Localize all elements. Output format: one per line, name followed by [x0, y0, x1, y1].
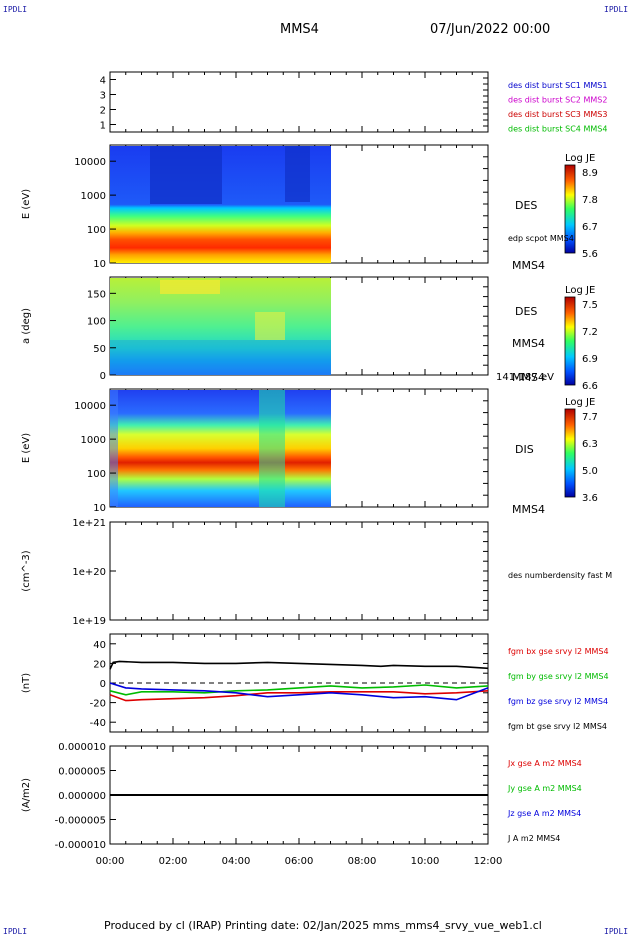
legend-entry-current: Jz gse A m2 MMS4	[507, 809, 581, 818]
y-tick-label: 10	[93, 259, 106, 270]
instrument-label-des-energy: DES	[515, 199, 537, 212]
sc-label-dis-energy: MMS4	[512, 503, 545, 516]
legend-entry-burst: des dist burst SC1 MMS1	[508, 81, 607, 90]
colorbar-tick-label: 7.7	[582, 412, 598, 423]
edp-scpot-label: edp scpot MMS4	[508, 234, 574, 243]
energy-range-label: 141-187 eV	[496, 372, 554, 383]
legend-entry-current: Jx gse A m2 MMS4	[507, 759, 582, 768]
colorbar-des-pitch	[564, 296, 576, 386]
legend-entry-fgm: fgm bz gse srvy l2 MMS4	[508, 697, 608, 706]
legend-entry-density: des numberdensity fast M	[508, 571, 612, 580]
y-tick-label: 10000	[74, 157, 106, 168]
y-axis-label-fgm: (nT)	[21, 673, 32, 693]
y-axis-label-des-pitch: a (deg)	[21, 308, 32, 344]
y-tick-label: 10	[93, 503, 106, 514]
y-tick-label: 100	[87, 317, 106, 328]
dis-energy-spectrogram	[110, 390, 331, 507]
y-tick-label: 0	[100, 679, 106, 690]
colorbar-tick-label: 5.0	[582, 466, 598, 477]
y-tick-label: -40	[90, 718, 106, 729]
corner-label-bottom-right: IPDLI	[604, 927, 629, 936]
series-line-fgm	[109, 690, 489, 702]
colorbar-dis-energy	[564, 408, 576, 498]
y-tick-label: 100	[87, 469, 106, 480]
colorbar-title-dis-energy: Log JE	[565, 397, 595, 408]
x-tick-label: 02:00	[159, 856, 188, 867]
y-tick-label: 40	[93, 640, 106, 651]
y-tick-label: 0.000005	[58, 767, 106, 778]
y-tick-label: 0.000010	[58, 742, 106, 753]
corner-label-top-right: IPDLI	[604, 5, 629, 14]
y-axis-label-current: (A/m2)	[21, 778, 32, 812]
colorbar-title-des-energy: Log JE	[565, 153, 595, 164]
y-tick-label: 0	[100, 371, 106, 382]
series-line-fgm	[109, 684, 489, 696]
instrument-label-des-pitch: DES	[515, 305, 537, 318]
colorbar-tick-label: 6.7	[582, 222, 598, 233]
x-tick-label: 00:00	[96, 856, 125, 867]
colorbar-tick-label: 6.9	[582, 354, 598, 365]
y-tick-label: 4	[100, 76, 106, 87]
y-tick-label: 3	[100, 91, 106, 102]
legend-entry-fgm: fgm bt gse srvy l2 MMS4	[508, 722, 607, 731]
y-tick-label: -20	[90, 699, 106, 710]
y-tick-label: 1000	[81, 435, 106, 446]
x-tick-label: 10:00	[411, 856, 440, 867]
y-tick-label: 50	[93, 344, 106, 355]
des-pitch-spectrogram	[110, 278, 331, 375]
legend-entry-fgm: fgm by gse srvy l2 MMS4	[508, 672, 609, 681]
series-line-fgm	[109, 660, 489, 670]
legend-entry-current: J A m2 MMS4	[507, 834, 560, 843]
y-tick-label: 1e+20	[72, 567, 106, 578]
y-tick-label: 1	[100, 121, 106, 132]
legend-entry-fgm: fgm bx gse srvy l2 MMS4	[508, 647, 609, 656]
y-tick-label: -0.000005	[55, 816, 106, 827]
y-tick-label: 20	[93, 659, 106, 670]
legend-entry-current: Jy gse A m2 MMS4	[507, 784, 582, 793]
y-axis-label-density: (cm^-3)	[21, 550, 32, 591]
colorbar-tick-label: 7.2	[582, 327, 598, 338]
sc-label-pitch-mid: MMS4	[512, 337, 545, 350]
colorbar-tick-label: 7.8	[582, 195, 598, 206]
y-axis-label-dis-energy: E (eV)	[21, 433, 32, 463]
sc-label-des-energy: MMS4	[512, 259, 545, 272]
x-tick-label: 04:00	[222, 856, 251, 867]
series-line-fgm	[109, 682, 489, 701]
panel-frame-des-burst	[109, 71, 489, 133]
colorbar-title-des-pitch: Log JE	[565, 285, 595, 296]
x-tick-label: 12:00	[474, 856, 503, 867]
x-tick-label: 06:00	[285, 856, 314, 867]
des-energy-spectrogram	[110, 146, 331, 263]
y-tick-label: 1e+21	[72, 518, 106, 529]
colorbar-tick-label: 6.3	[582, 439, 598, 450]
datetime-title: 07/Jun/2022 00:00	[430, 22, 551, 37]
y-tick-label: 0.000000	[58, 791, 106, 802]
y-tick-label: 150	[87, 289, 106, 300]
footer-credit: Produced by cl (IRAP) Printing date: 02/…	[104, 919, 542, 932]
colorbar-tick-label: 3.6	[582, 493, 598, 504]
y-tick-label: 10000	[74, 401, 106, 412]
y-tick-label: 1e+19	[72, 616, 106, 627]
y-tick-label: 2	[100, 106, 106, 117]
instrument-label-dis-energy: DIS	[515, 443, 534, 456]
y-axis-label-des-energy: E (eV)	[21, 189, 32, 219]
corner-label-top-left: IPDLI	[3, 5, 28, 14]
legend-entry-burst: des dist burst SC2 MMS2	[508, 96, 607, 105]
sc-label-des-pitch: MMS4	[512, 371, 545, 384]
y-tick-label: -0.000010	[55, 840, 106, 851]
legend-entry-burst: des dist burst SC4 MMS4	[508, 125, 607, 134]
panel-frame-density	[109, 521, 489, 621]
colorbar-tick-label: 6.6	[582, 381, 598, 392]
spacecraft-title: MMS4	[280, 22, 319, 37]
legend-entry-burst: des dist burst SC3 MMS3	[508, 110, 607, 119]
colorbar-tick-label: 7.5	[582, 300, 598, 311]
colorbar-tick-label: 5.6	[582, 249, 598, 260]
colorbar-tick-label: 8.9	[582, 168, 598, 179]
colorbar-des-energy	[564, 164, 576, 254]
y-tick-label: 100	[87, 225, 106, 236]
corner-label-bottom-left: IPDLI	[3, 927, 28, 936]
x-tick-label: 08:00	[348, 856, 377, 867]
y-tick-label: 1000	[81, 191, 106, 202]
